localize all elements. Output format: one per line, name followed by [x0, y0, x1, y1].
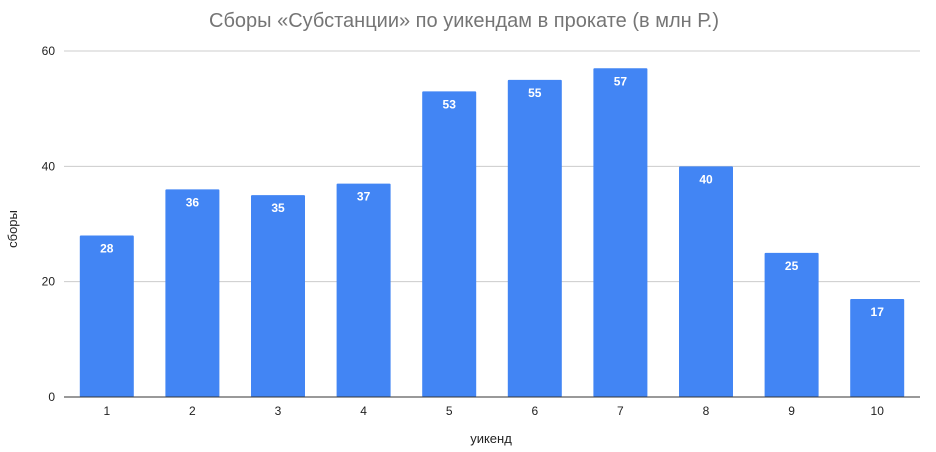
y-axis-ticks: 0 20 40 60 — [42, 44, 56, 404]
x-tick-label: 8 — [703, 404, 710, 418]
x-tick-label: 6 — [531, 404, 538, 418]
data-label: 35 — [271, 201, 285, 215]
data-label: 40 — [699, 172, 713, 186]
x-tick-label: 5 — [446, 404, 453, 418]
bar — [679, 166, 733, 397]
bar — [764, 252, 819, 397]
x-tick-label: 3 — [275, 404, 282, 418]
bar — [79, 235, 134, 397]
data-label: 57 — [614, 74, 628, 88]
x-tick-label: 2 — [189, 404, 196, 418]
data-label: 17 — [871, 305, 885, 319]
bar — [165, 189, 220, 397]
data-label: 25 — [785, 259, 799, 273]
bar — [507, 79, 562, 397]
x-tick-label: 10 — [871, 404, 885, 418]
x-tick-label: 4 — [360, 404, 367, 418]
x-axis-title: уикенд — [470, 431, 512, 446]
data-label: 37 — [357, 190, 371, 204]
bar — [850, 298, 905, 397]
data-label: 28 — [100, 242, 114, 256]
y-tick-label: 40 — [42, 159, 56, 173]
data-label: 55 — [528, 86, 542, 100]
y-tick-label: 20 — [42, 275, 56, 289]
x-tick-label: 1 — [103, 404, 110, 418]
y-axis-title: сборы — [5, 210, 20, 248]
bar — [593, 68, 648, 398]
data-label: 36 — [186, 195, 200, 209]
x-axis-ticks: 1 2 3 4 5 6 7 8 9 10 — [103, 404, 884, 418]
x-tick-label: 7 — [617, 404, 624, 418]
x-tick-label: 9 — [788, 404, 795, 418]
bars: 28 36 35 37 53 55 57 40 25 17 — [79, 68, 905, 398]
y-tick-label: 0 — [48, 390, 55, 404]
bar — [251, 195, 305, 397]
data-label: 53 — [443, 97, 457, 111]
chart-title: Сборы «Субстанции» по уикендам в прокате… — [209, 10, 719, 32]
y-tick-label: 60 — [42, 44, 56, 58]
bar — [336, 183, 391, 397]
bar — [422, 91, 477, 397]
